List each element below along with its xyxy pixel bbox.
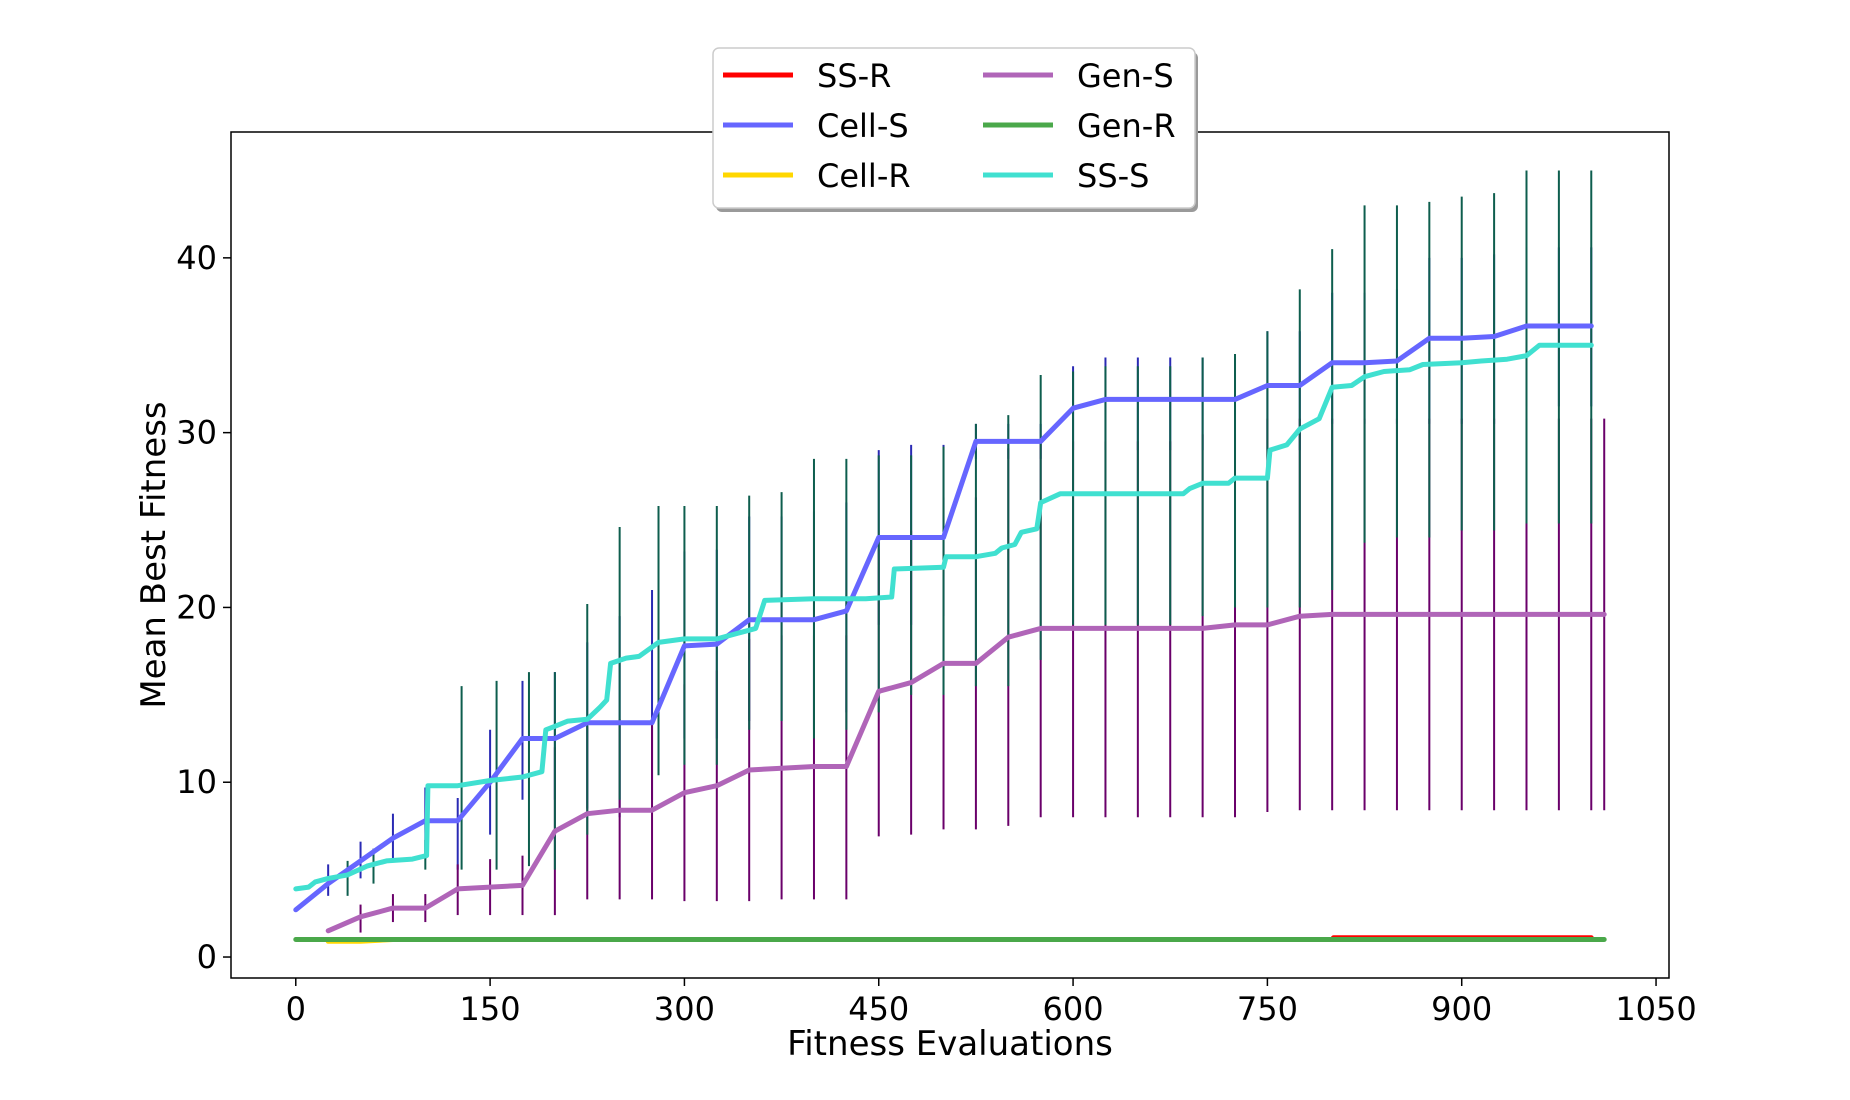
legend-label-ss-s: SS-S — [1077, 157, 1149, 195]
axis-ticks: 0 150 300 450 600 750 900 1050 0 10 20 30 40 — [176, 239, 1696, 1028]
x-tick-label: 1050 — [1615, 990, 1696, 1028]
y-tick-label: 10 — [176, 763, 217, 801]
y-axis-title: Mean Best Fitness — [134, 401, 174, 708]
x-tick-label: 900 — [1431, 990, 1492, 1028]
legend-label-gen-s: Gen-S — [1077, 57, 1174, 95]
x-tick-label: 450 — [848, 990, 909, 1028]
series-lines — [293, 323, 1607, 944]
x-tick-label: 150 — [460, 990, 521, 1028]
legend-label-cell-s: Cell-S — [817, 107, 909, 145]
x-tick-label: 600 — [1043, 990, 1104, 1028]
error-bars — [327, 170, 1606, 933]
y-tick-label: 0 — [197, 938, 217, 976]
legend-label-cell-r: Cell-R — [817, 157, 911, 195]
y-tick-label: 30 — [176, 414, 217, 452]
series-line-cell-s — [293, 323, 1594, 913]
series-line-gen-s — [325, 611, 1607, 934]
legend-label-ss-r: SS-R — [817, 57, 891, 95]
series-line-ss-s — [293, 342, 1594, 892]
y-tick-label: 20 — [176, 588, 217, 626]
x-axis-title: Fitness Evaluations — [787, 1024, 1113, 1064]
x-tick-label: 750 — [1237, 990, 1298, 1028]
x-tick-label: 0 — [286, 990, 306, 1028]
x-tick-label: 300 — [654, 990, 715, 1028]
legend: SS-R Cell-S Cell-R Gen-S Gen-R SS-S — [712, 47, 1198, 212]
legend-label-gen-r: Gen-R — [1077, 107, 1176, 145]
legend-box — [712, 47, 1196, 209]
y-tick-label: 40 — [176, 239, 217, 277]
